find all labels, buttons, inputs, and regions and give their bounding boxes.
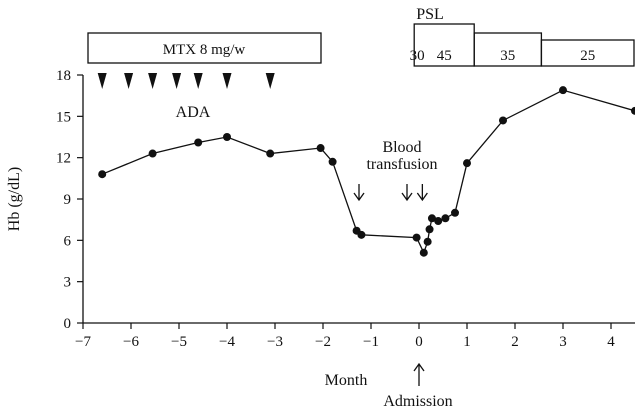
hb-series xyxy=(98,86,635,257)
ada-marker xyxy=(124,73,134,89)
y-tick-label: 9 xyxy=(64,192,72,208)
ada-marker xyxy=(265,73,275,89)
data-point xyxy=(425,225,434,234)
transfusion-arrow xyxy=(401,184,413,202)
data-point xyxy=(328,157,337,166)
x-tick-label: 4 xyxy=(607,334,615,350)
y-tick-label: 12 xyxy=(56,151,71,167)
psl-dose-label: 30 xyxy=(410,48,425,64)
data-point xyxy=(423,237,432,246)
mtx-label: MTX 8 mg/w xyxy=(163,42,246,58)
data-point xyxy=(266,149,275,158)
y-tick-label: 6 xyxy=(64,233,72,249)
x-tick-label: 1 xyxy=(463,334,471,350)
x-tick-label: −4 xyxy=(219,334,235,350)
y-tick-label: 0 xyxy=(64,316,72,332)
transfusion-label-line1: Blood xyxy=(382,139,421,156)
psl-dose-box xyxy=(540,39,635,67)
ada-markers xyxy=(97,73,275,89)
transfusion-arrow xyxy=(416,184,428,202)
ada-marker xyxy=(172,73,182,89)
psl-dose-label: 25 xyxy=(580,48,595,64)
ada-marker xyxy=(97,73,107,89)
data-point xyxy=(148,149,157,158)
transfusion-label-line2: transfusion xyxy=(366,156,437,173)
mtx-band: MTX 8 mg/w xyxy=(87,32,322,64)
data-point xyxy=(223,133,231,141)
transfusion-arrow xyxy=(353,184,365,202)
admission-arrow-icon xyxy=(413,362,425,386)
x-tick-label: −6 xyxy=(123,334,139,350)
data-point xyxy=(419,248,428,257)
psl-label: PSL xyxy=(416,6,444,23)
x-tick-label: −1 xyxy=(363,334,379,350)
y-axis-title: Hb (g/dL) xyxy=(6,167,23,231)
ada-marker xyxy=(222,73,232,89)
ada-marker xyxy=(193,73,203,89)
data-point xyxy=(451,208,459,217)
psl-dose-label: 45 xyxy=(437,48,452,64)
ada-marker xyxy=(148,73,158,89)
data-point xyxy=(427,214,436,223)
mtx-band-box xyxy=(87,32,322,64)
data-point xyxy=(194,138,203,147)
data-point xyxy=(316,144,325,153)
data-point xyxy=(499,116,507,125)
x-tick-label: −3 xyxy=(267,334,283,350)
data-point xyxy=(441,214,450,223)
psl-dose-label: 35 xyxy=(500,48,515,64)
y-tick-label: 3 xyxy=(64,275,72,291)
y-tick-label: 15 xyxy=(56,109,71,125)
data-point xyxy=(412,233,421,242)
admission-arrow xyxy=(413,362,425,386)
y-ticks: 0 3 6 9 12 15 18 xyxy=(56,68,83,332)
x-axis-title: Month xyxy=(325,372,368,389)
data-point xyxy=(559,86,567,95)
y-tick-label: 18 xyxy=(56,68,71,84)
transfusion-arrows xyxy=(353,184,428,202)
x-tick-label: 2 xyxy=(511,334,519,350)
x-tick-label: −7 xyxy=(75,334,91,350)
ada-label: ADA xyxy=(176,104,211,121)
data-point xyxy=(357,230,366,239)
x-tick-label: −2 xyxy=(315,334,331,350)
data-point xyxy=(463,159,471,168)
admission-label: Admission xyxy=(383,393,452,410)
psl-bands: 30 45 35 25 xyxy=(410,23,635,67)
data-point xyxy=(631,106,635,115)
x-tick-label: 0 xyxy=(415,334,423,350)
x-ticks: −7 −6 −5 −4 −3 −2 −1 0 1 2 3 4 xyxy=(75,323,615,350)
x-tick-label: 3 xyxy=(559,334,567,350)
data-point xyxy=(434,217,443,226)
data-point xyxy=(98,170,107,179)
x-tick-label: −5 xyxy=(171,334,187,350)
